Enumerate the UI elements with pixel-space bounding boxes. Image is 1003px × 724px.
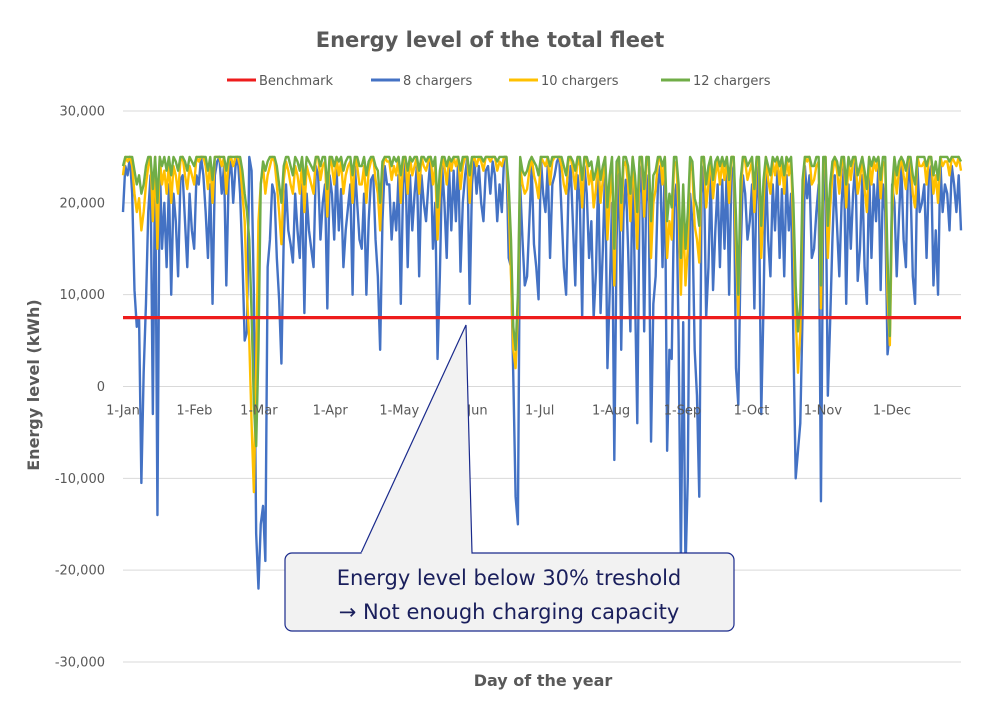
callout-annotation: Energy level below 30% treshold → Not en… [284,324,735,632]
x-tick-label: 1-Sep [664,404,701,419]
callout-pointer [360,324,473,554]
legend-label: Benchmark [259,74,334,89]
callout-box [284,552,735,632]
y-axis-title: Energy level (kWh) [24,299,43,471]
x-tick-label: 1-Oct [734,404,770,419]
x-tick-label: 1-May [379,404,419,419]
y-tick-label: 10,000 [60,288,106,303]
callout-line-1: Energy level below 30% treshold [337,566,682,590]
x-tick-label: 1-Dec [873,404,911,419]
legend: Benchmark 8 chargers 10 chargers 12 charger… [227,74,771,89]
y-tick-label: -20,000 [55,564,105,579]
chart-title: Energy level of the total fleet [316,28,665,52]
x-tick-label: 1-Aug [592,404,630,419]
x-tick-label: 1-Feb [176,404,212,419]
y-tick-label: -10,000 [55,472,105,487]
legend-label: 8 chargers [403,74,472,89]
callout-line-2: → Not enough charging capacity [339,600,680,624]
x-tick-labels: 1-Jan 1-Feb 1-Mar 1-Apr 1-May 1-Jun 1-Jul 1-Aug… [106,404,911,419]
legend-label: 10 chargers [541,74,619,89]
y-tick-label: 0 [97,380,105,395]
x-tick-label: 1-Jul [525,404,554,419]
x-tick-label: 1-Apr [313,404,349,419]
y-tick-label: -30,000 [55,656,105,671]
x-axis-title: Day of the year [474,671,613,690]
x-tick-label: 1-Mar [240,404,278,419]
y-tick-label: 20,000 [60,196,106,211]
series-line-8-chargers [121,155,963,590]
x-tick-label: 1-Nov [804,404,843,419]
y-tick-labels: -30,000 -20,000 -10,000 0 10,000 20,000 30,000 [55,105,105,671]
y-tick-label: 30,000 [60,105,106,120]
x-tick-label: 1-Jan [106,404,140,419]
series-line-12-chargers [121,155,963,448]
series-lines [121,155,963,590]
legend-label: 12 chargers [693,74,771,89]
